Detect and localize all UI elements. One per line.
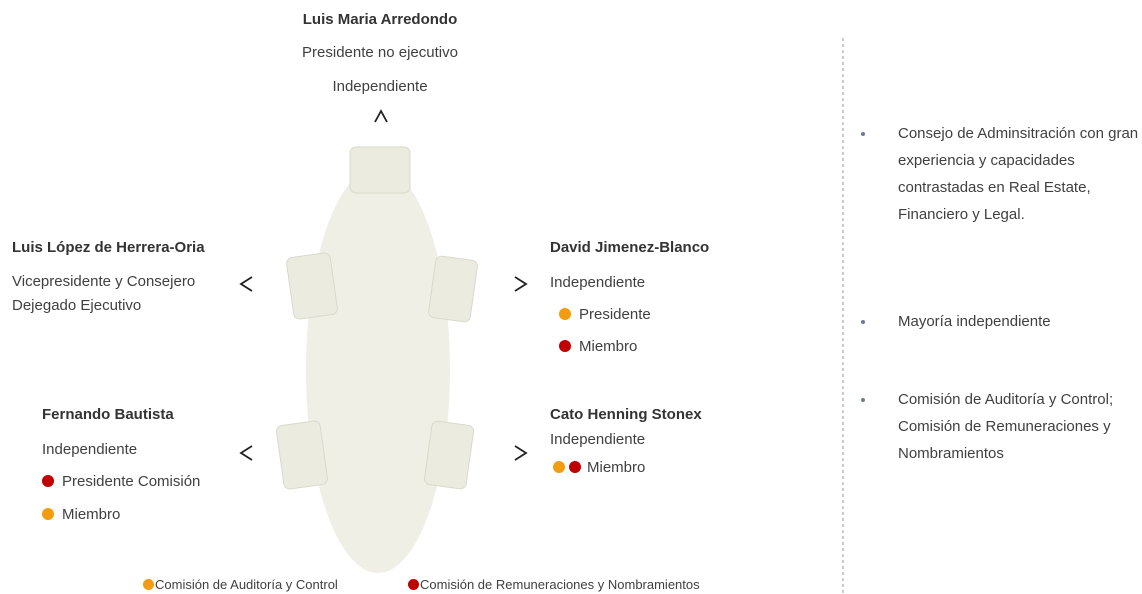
member-name: Fernando Bautista: [42, 406, 174, 424]
legend-dot: [143, 579, 154, 590]
chair: [286, 252, 338, 320]
legend-item: Comisión de Remuneraciones y Nombramient…: [408, 577, 700, 592]
committee-item: Miembro: [559, 338, 637, 356]
committee-label: Miembro: [62, 506, 120, 523]
highlight: Consejo de Adminsitración con gran exper…: [898, 120, 1142, 228]
arrow: [375, 111, 387, 122]
member-role: Dejegado Ejecutivo: [12, 297, 141, 315]
member-role: Independiente: [550, 431, 645, 449]
table: [306, 167, 450, 573]
arrow: [241, 446, 252, 460]
legend-label: Comisión de Remuneraciones y Nombramient…: [420, 577, 700, 592]
committee-dot: [569, 461, 581, 473]
committee-label: Miembro: [587, 459, 645, 476]
member-name: David Jimenez-Blanco: [550, 239, 709, 257]
committee-label: Miembro: [579, 338, 637, 355]
committee-dot: [42, 475, 54, 487]
committee-dot: [42, 508, 54, 520]
chair: [428, 255, 478, 322]
committee-label: Presidente: [579, 306, 651, 323]
page: Luis Maria Arredondo Presidente no ejecu…: [0, 0, 1142, 594]
member-role: Vicepresidente y Consejero: [12, 273, 195, 291]
arrow: [515, 446, 526, 460]
committee-dot: [559, 340, 571, 352]
legend-dot: [408, 579, 419, 590]
committee-label: Presidente Comisión: [62, 473, 200, 490]
committee-item: Miembro: [553, 459, 645, 477]
arrow: [515, 277, 526, 291]
arrow: [241, 277, 252, 291]
bullet: [861, 398, 865, 402]
highlight: Comisión de Auditoría y Control; Comisió…: [898, 386, 1142, 467]
committee-dot: [553, 461, 565, 473]
member-name: Luis López de Herrera-Oria: [12, 239, 205, 257]
committee-item: Presidente: [559, 306, 651, 324]
legend-item: Comisión de Auditoría y Control: [143, 577, 338, 592]
member-role: Independiente: [42, 441, 137, 459]
bullet: [861, 320, 865, 324]
chair: [276, 420, 328, 490]
highlight: Mayoría independiente: [898, 308, 1142, 335]
member-name: Cato Henning Stonex: [550, 406, 702, 424]
chair: [424, 420, 474, 489]
committee-item: Presidente Comisión: [42, 473, 200, 491]
member-role: Independiente: [550, 274, 645, 292]
chair-role: Presidente no ejecutivo: [302, 44, 458, 62]
legend-label: Comisión de Auditoría y Control: [155, 577, 338, 592]
chair: [350, 147, 410, 193]
chair-role: Independiente: [332, 78, 427, 96]
committee-dot: [559, 308, 571, 320]
committee-item: Miembro: [42, 506, 120, 524]
bullet: [861, 132, 865, 136]
table-diagram: [0, 0, 1142, 594]
chair-name: Luis Maria Arredondo: [303, 11, 457, 29]
